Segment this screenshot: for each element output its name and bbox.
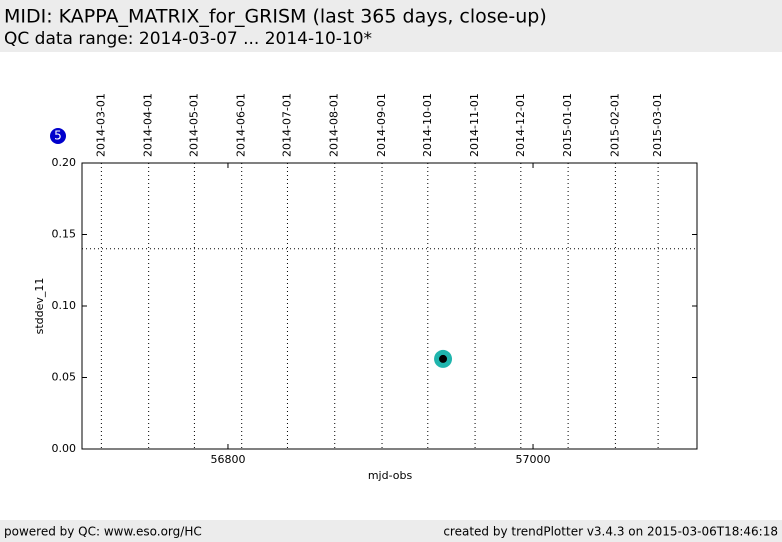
chart-title: MIDI: KAPPA_MATRIX_for_GRISM (last 365 d… [4, 6, 547, 28]
y-tick-label: 0.15 [52, 228, 77, 241]
footer-left: powered by QC: www.eso.org/HC [4, 525, 202, 539]
date-label: 2014-12-01 [514, 93, 527, 157]
y-axis-label: stddev_11 [33, 278, 46, 335]
date-label: 2014-05-01 [187, 93, 200, 157]
y-tick-label: 0.20 [52, 156, 77, 169]
x-tick-label: 56800 [210, 453, 245, 466]
plot-frame [81, 162, 698, 450]
x-tick-label: 57000 [516, 453, 551, 466]
date-label: 2014-03-01 [94, 93, 107, 157]
date-label: 2014-06-01 [235, 93, 248, 157]
y-tick-label: 0.10 [52, 299, 77, 312]
date-label: 2015-02-01 [608, 93, 621, 157]
point-inner [439, 354, 448, 363]
footer-band [0, 520, 782, 542]
date-label: 2014-04-01 [142, 93, 155, 157]
chart-subtitle: QC data range: 2014-03-07 ... 2014-10-10… [4, 29, 372, 49]
date-label: 2014-08-01 [328, 93, 341, 157]
annotation-badge [50, 128, 66, 144]
header-band [0, 0, 782, 52]
footer-right: created by trendPlotter v3.4.3 on 2015-0… [443, 525, 778, 539]
x-axis-label: mjd-obs [368, 469, 413, 482]
date-label: 2014-07-01 [280, 93, 293, 157]
date-label: 2014-09-01 [375, 93, 388, 157]
date-label: 2015-01-01 [561, 93, 574, 157]
y-tick-label: 0.05 [52, 371, 77, 384]
date-label: 2014-11-01 [468, 93, 481, 157]
y-tick-label: 0.00 [52, 442, 77, 455]
date-label: 2015-03-01 [651, 93, 664, 157]
date-label: 2014-10-01 [421, 93, 434, 157]
annotation: 5 [54, 129, 62, 143]
point [434, 349, 453, 368]
